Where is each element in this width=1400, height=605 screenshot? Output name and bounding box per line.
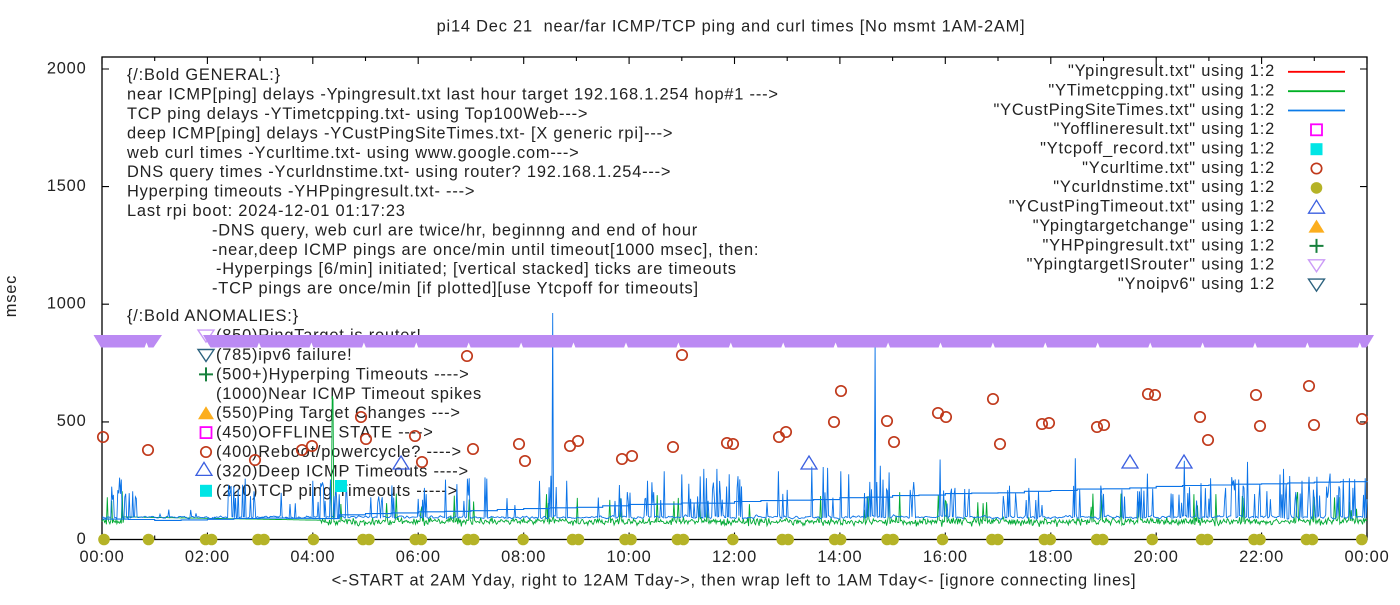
svg-text:00:00: 00:00 [1344, 548, 1389, 566]
svg-text:"YCustPingTimeout.txt" using 1: "YCustPingTimeout.txt" using 1:2 [1009, 198, 1275, 216]
svg-text:"YCustPingSiteTimes.txt" using: "YCustPingSiteTimes.txt" using 1:2 [994, 101, 1275, 119]
svg-text:"Ynoipv6" using 1:2: "Ynoipv6" using 1:2 [1118, 275, 1275, 293]
svg-text:"Ypingresult.txt" using 1:2: "Ypingresult.txt" using 1:2 [1068, 62, 1275, 80]
svg-text:"Ycurltime.txt" using 1:2: "Ycurltime.txt" using 1:2 [1082, 159, 1275, 177]
svg-text:12:00: 12:00 [712, 548, 757, 566]
svg-text:18:00: 18:00 [1028, 548, 1073, 566]
svg-text:22:00: 22:00 [1239, 548, 1284, 566]
svg-text:(1000)Near ICMP Timeout spikes: (1000)Near ICMP Timeout spikes [216, 385, 482, 403]
svg-text:(500+)Hyperping Timeouts ---->: (500+)Hyperping Timeouts ----> [216, 365, 470, 383]
svg-text:"YHPpingresult.txt" using 1:2: "YHPpingresult.txt" using 1:2 [1042, 236, 1275, 254]
svg-text:-DNS query, web curl are twice: -DNS query, web curl are twice/hr, begin… [212, 221, 698, 239]
svg-text:"Ypingtargetchange" using 1:2: "Ypingtargetchange" using 1:2 [1033, 217, 1275, 235]
svg-text:deep ICMP[ping] delays -YCustP: deep ICMP[ping] delays -YCustPingSiteTim… [127, 124, 673, 142]
svg-text:-TCP pings are once/min [if pl: -TCP pings are once/min [if plotted][use… [212, 280, 699, 298]
svg-text:1500: 1500 [47, 177, 87, 195]
svg-text:16:00: 16:00 [923, 548, 968, 566]
svg-text:0: 0 [77, 530, 87, 548]
svg-text:06:00: 06:00 [396, 548, 441, 566]
svg-text:14:00: 14:00 [817, 548, 862, 566]
svg-text:04:00: 04:00 [290, 548, 335, 566]
svg-text:"YTimetcpping.txt" using 1:2: "YTimetcpping.txt" using 1:2 [1048, 81, 1275, 99]
svg-text:{/:Bold ANOMALIES:}: {/:Bold ANOMALIES:} [127, 307, 299, 325]
svg-text:10:00: 10:00 [607, 548, 652, 566]
svg-text:500: 500 [57, 412, 87, 430]
svg-text:"YpingtargetISrouter" using 1:: "YpingtargetISrouter" using 1:2 [1027, 256, 1275, 274]
svg-text:-Hyperpings [6/min] initiated;: -Hyperpings [6/min] initiated; [vertical… [216, 260, 737, 278]
svg-text:DNS query times -Ycurldnstime.: DNS query times -Ycurldnstime.txt- using… [127, 163, 671, 181]
svg-text:msec: msec [2, 275, 20, 317]
svg-text:-near,deep ICMP pings are once: -near,deep ICMP pings are once/min until… [212, 241, 759, 259]
svg-text:20:00: 20:00 [1134, 548, 1179, 566]
svg-text:Last rpi boot: 2024-12-01 01:1: Last rpi boot: 2024-12-01 01:17:23 [127, 202, 406, 220]
svg-text:{/:Bold GENERAL:}: {/:Bold GENERAL:} [127, 66, 281, 84]
svg-text:near ICMP[ping] delays -Ypingr: near ICMP[ping] delays -Ypingresult.txt … [127, 86, 779, 104]
svg-text:"Yofflineresult.txt" using 1:2: "Yofflineresult.txt" using 1:2 [1053, 120, 1275, 138]
svg-text:(550)Ping Target Changes --->: (550)Ping Target Changes ---> [216, 404, 461, 422]
svg-text:"Ycurldnstime.txt" using 1:2: "Ycurldnstime.txt" using 1:2 [1053, 178, 1275, 196]
svg-text:1000: 1000 [47, 295, 87, 313]
svg-text:08:00: 08:00 [501, 548, 546, 566]
svg-text:02:00: 02:00 [185, 548, 230, 566]
svg-text:2000: 2000 [47, 59, 87, 77]
svg-text:pi14 Dec 21 near/far ICMP/TCP: pi14 Dec 21 near/far ICMP/TCP ping and c… [437, 18, 1026, 36]
svg-text:(400)Reboot/powercycle? ---->: (400)Reboot/powercycle? ----> [216, 443, 462, 461]
svg-text:<-START at 2AM Yday, right to: <-START at 2AM Yday, right to 12AM Tday-… [332, 572, 1137, 590]
svg-text:(785)ipv6 failure!: (785)ipv6 failure! [216, 346, 352, 364]
svg-text:TCP ping delays -YTimetcpping.: TCP ping delays -YTimetcpping.txt- using… [127, 105, 588, 123]
svg-text:00:00: 00:00 [79, 548, 124, 566]
svg-text:(320)Deep ICMP Timeouts ---->: (320)Deep ICMP Timeouts ----> [216, 462, 469, 480]
svg-text:Hyperping timeouts -YHPpingres: Hyperping timeouts -YHPpingresult.txt- -… [127, 183, 475, 201]
svg-text:"Ytcpoff_record.txt" using 1:2: "Ytcpoff_record.txt" using 1:2 [1040, 140, 1275, 158]
svg-text:(450)OFFLINE STATE ---->: (450)OFFLINE STATE ----> [216, 424, 434, 442]
svg-text:web curl times -Ycurltime.txt-: web curl times -Ycurltime.txt- using www… [126, 144, 580, 162]
